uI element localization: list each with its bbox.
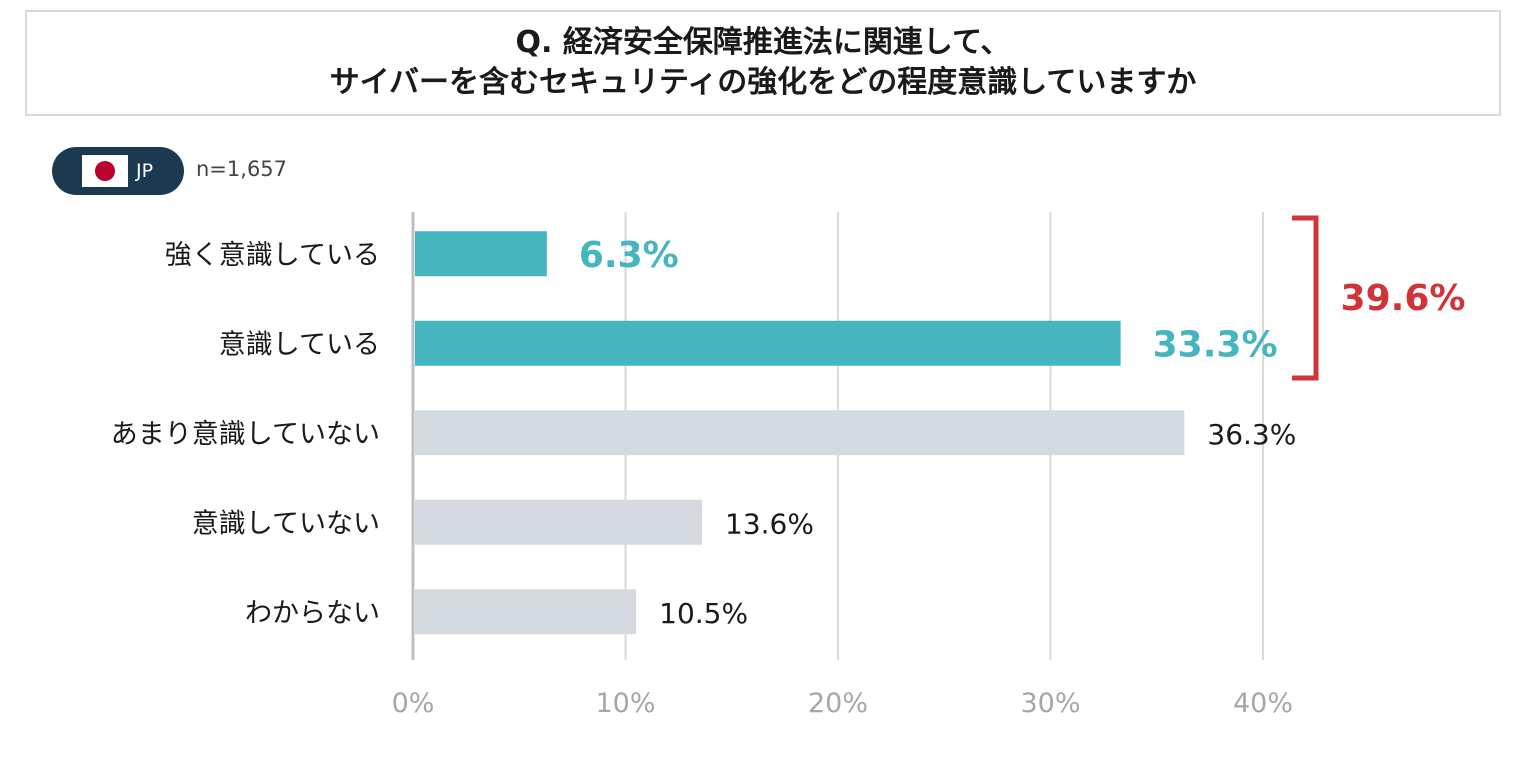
question-title-box: Q. 経済安全保障推進法に関連して、 サイバーを含むセキュリティの強化をどの程度… — [25, 10, 1501, 116]
data-label: 6.3% — [579, 235, 679, 276]
flag-red-disc — [95, 161, 115, 181]
category-label: 意識していない — [192, 508, 380, 539]
bar — [415, 231, 547, 277]
data-label: 13.6% — [725, 507, 814, 540]
bar — [415, 320, 1121, 366]
category-label: 強く意識している — [165, 240, 380, 271]
x-tick-label: 40% — [1233, 688, 1293, 719]
x-tick-label: 20% — [808, 688, 868, 719]
data-label: 36.3% — [1207, 418, 1296, 451]
data-label: 33.3% — [1153, 324, 1278, 365]
country-label: JP — [136, 160, 154, 182]
x-tick-label: 0% — [392, 688, 435, 719]
bar — [415, 410, 1185, 456]
category-label: あまり意識していない — [111, 419, 380, 450]
country-badge: JP — [52, 147, 184, 195]
japan-flag-icon — [82, 155, 128, 187]
sample-size: n=1,657 — [196, 157, 288, 181]
data-label: 10.5% — [659, 597, 748, 630]
x-tick-label: 10% — [595, 688, 655, 719]
category-label: わからない — [245, 598, 380, 629]
bar — [415, 589, 637, 635]
question-title-line-1: Q. 経済安全保障推進法に関連して、 — [515, 25, 1011, 60]
question-title-line-2: サイバーを含むセキュリティの強化をどの程度意識していますか — [329, 65, 1197, 100]
summary-bracket — [1292, 215, 1319, 381]
category-label: 意識している — [219, 329, 380, 360]
bar — [415, 499, 702, 545]
x-tick-label: 30% — [1020, 688, 1080, 719]
bracket-total-label: 39.6% — [1341, 278, 1466, 319]
